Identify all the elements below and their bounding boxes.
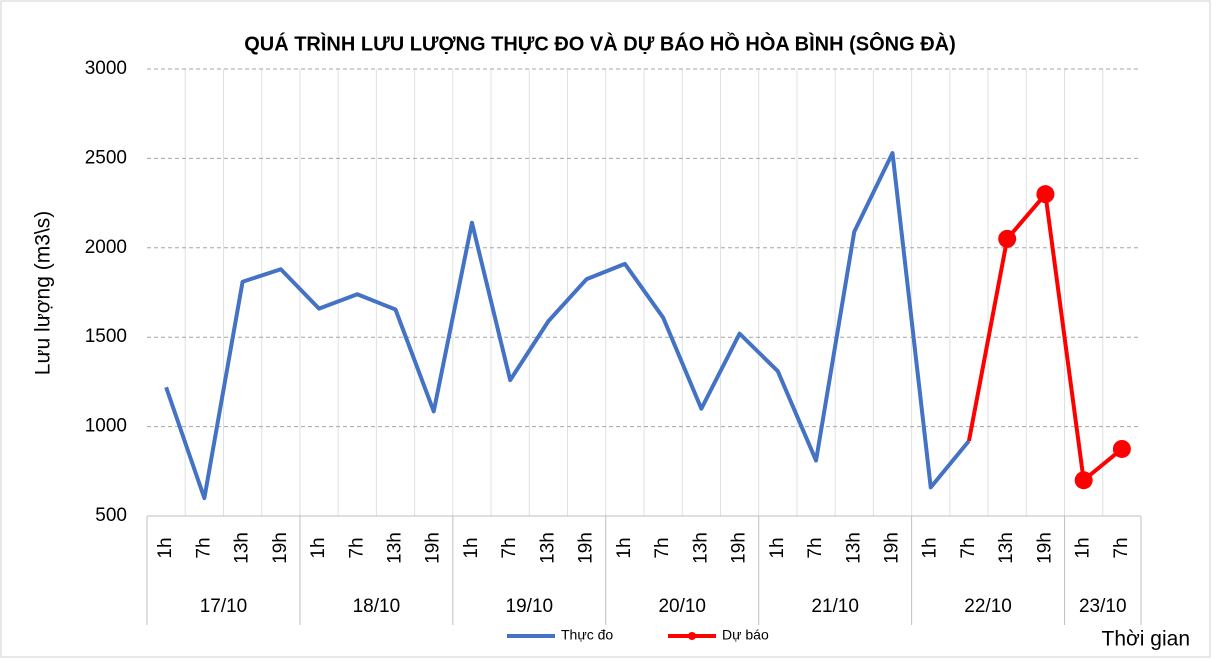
x-tick-label: 1h	[308, 537, 329, 558]
x-tick-label: 7h	[805, 537, 826, 558]
x-tick-label: 13h	[232, 532, 253, 564]
x-tick-label: 19h	[1034, 532, 1055, 564]
x-tick-label: 13h	[996, 532, 1017, 564]
x-tick-label: 19h	[729, 532, 750, 564]
y-tick-label: 2500	[85, 147, 127, 168]
legend-label: Thực đo	[561, 627, 613, 643]
point-marker	[1036, 185, 1055, 204]
x-tick-label: 19h	[423, 532, 444, 564]
group-label: 19/10	[506, 596, 554, 617]
legend-label: Dự báo	[722, 627, 769, 643]
y-tick-label: 500	[95, 505, 127, 526]
x-tick-label: 1h	[767, 537, 788, 558]
x-tick-label: 7h	[499, 537, 520, 558]
x-tick-label: 7h	[1111, 537, 1132, 558]
x-tick-label: 7h	[193, 537, 214, 558]
x-tick-label: 13h	[385, 532, 406, 564]
x-tick-label: 13h	[843, 532, 864, 564]
y-tick-label: 1500	[85, 326, 127, 347]
x-tick-label: 1h	[461, 537, 482, 558]
y-tick-label: 2000	[85, 237, 127, 258]
x-tick-label: 1h	[614, 537, 635, 558]
x-tick-label: 1h	[155, 537, 176, 558]
point-marker	[1112, 439, 1131, 458]
x-tick-label: 7h	[652, 537, 673, 558]
group-label: 20/10	[658, 596, 706, 617]
y-tick-label: 1000	[85, 416, 127, 437]
point-marker	[998, 229, 1017, 248]
group-label: 21/10	[811, 596, 859, 617]
x-tick-label: 19h	[882, 532, 903, 564]
group-label: 23/10	[1079, 596, 1127, 617]
group-label: 18/10	[353, 596, 401, 617]
y-tick-label: 3000	[85, 58, 127, 79]
point-marker	[1074, 471, 1093, 490]
x-tick-label: 7h	[346, 537, 367, 558]
x-axis-label: Thời gian	[1102, 628, 1190, 651]
x-tick-label: 7h	[958, 537, 979, 558]
chart-title: QUÁ TRÌNH LƯU LƯỢNG THỰC ĐO VÀ DỰ BÁO HỒ…	[244, 31, 956, 55]
group-label: 17/10	[200, 596, 248, 617]
y-axis-label: Lưu lượng (m3\s)	[32, 211, 55, 375]
x-tick-label: 13h	[690, 532, 711, 564]
legend-marker	[688, 632, 696, 640]
x-tick-label: 19h	[576, 532, 597, 564]
x-tick-label: 1h	[1073, 537, 1094, 558]
group-label: 22/10	[964, 596, 1012, 617]
x-tick-label: 1h	[920, 537, 941, 558]
series-line	[164, 151, 971, 501]
x-tick-label: 13h	[537, 532, 558, 564]
x-tick-label: 19h	[270, 532, 291, 564]
